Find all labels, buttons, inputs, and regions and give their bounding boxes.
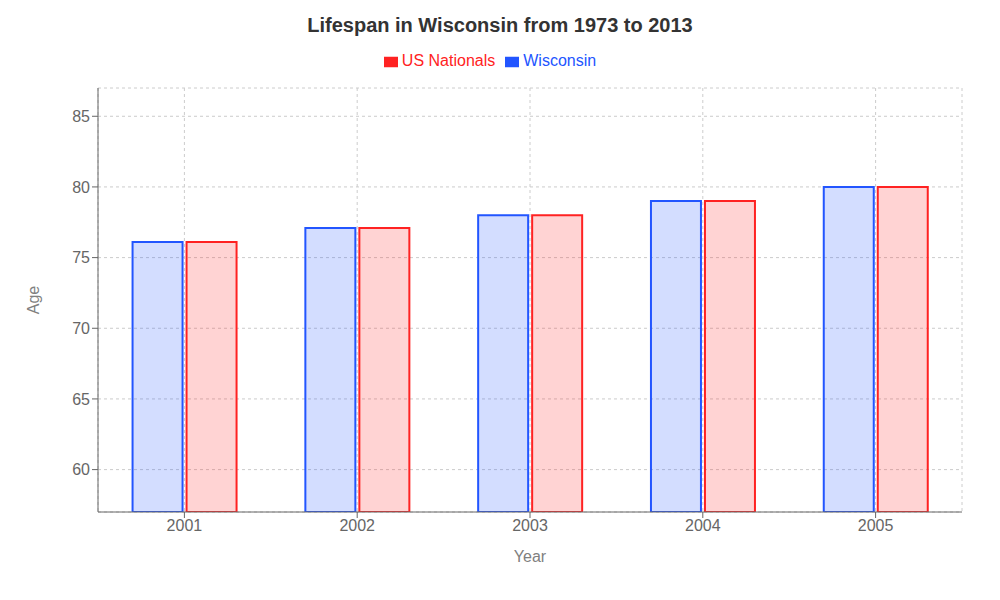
svg-text:65: 65: [72, 391, 90, 408]
svg-text:70: 70: [72, 320, 90, 337]
svg-text:Age: Age: [25, 286, 42, 315]
svg-text:2002: 2002: [339, 517, 375, 534]
svg-text:2005: 2005: [858, 517, 894, 534]
svg-text:2001: 2001: [167, 517, 203, 534]
html-text:Wisconsin: Wisconsin: [523, 52, 597, 69]
svg-text:2003: 2003: [512, 517, 548, 534]
svg-text:60: 60: [72, 461, 90, 478]
svg-text:80: 80: [72, 179, 90, 196]
html-text:US Nationals: US Nationals: [401, 52, 496, 69]
svg-text:2004: 2004: [685, 517, 721, 534]
svg-text:85: 85: [72, 108, 90, 125]
html-text:Lifespan in Wisconsin from 197: Lifespan in Wisconsin from 1973 to 2013: [307, 14, 693, 36]
svg-text:75: 75: [72, 249, 90, 266]
svg-text:Year: Year: [514, 548, 547, 565]
